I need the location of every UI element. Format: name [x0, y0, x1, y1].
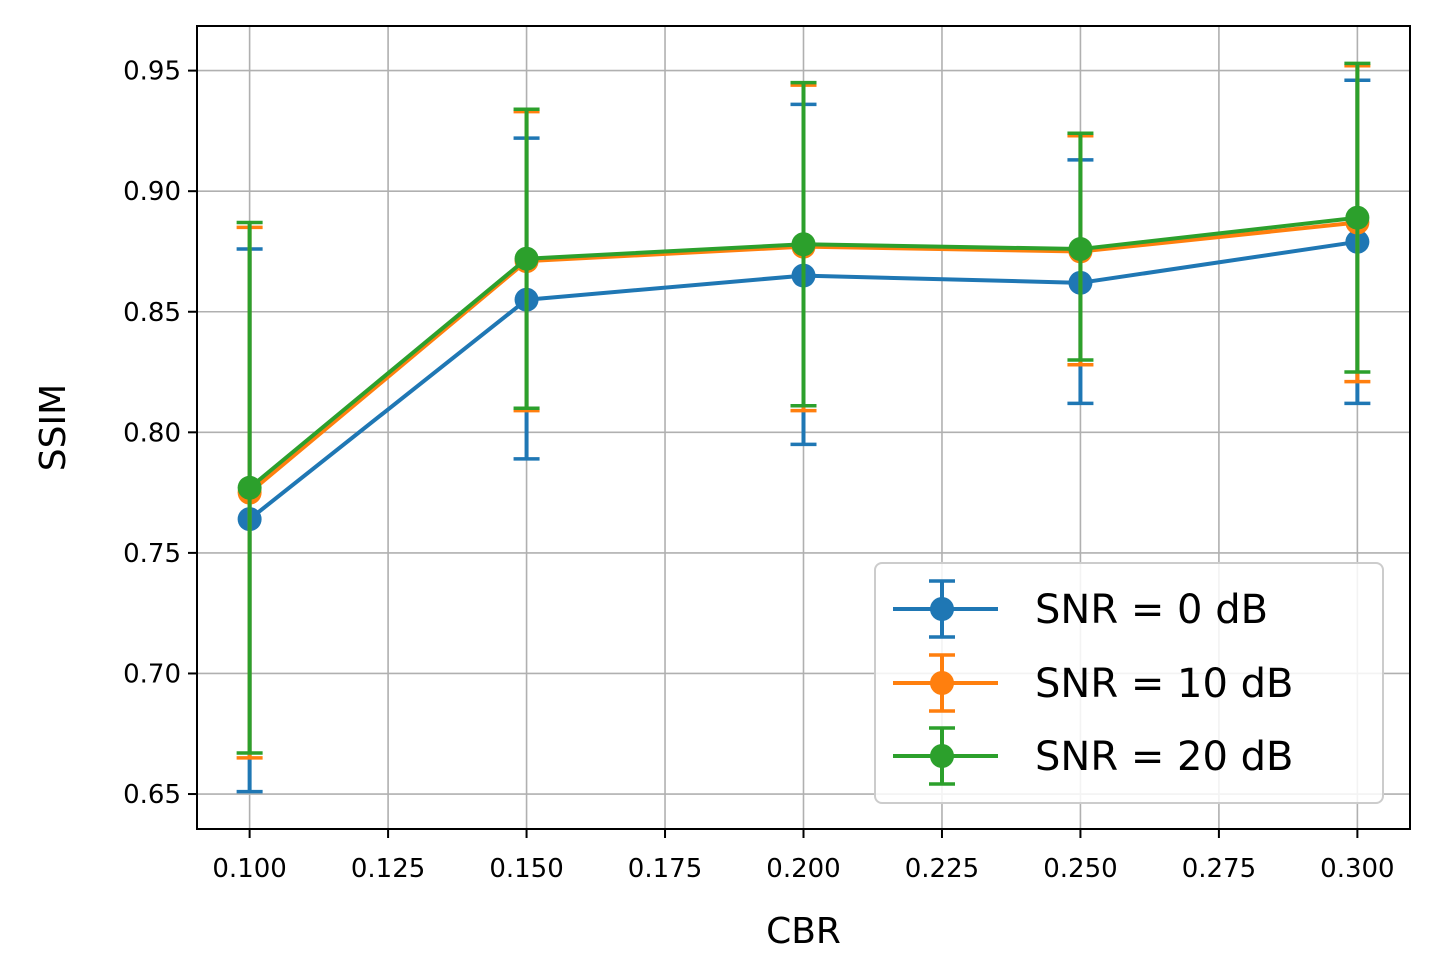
legend-label: SNR = 0 dB: [1035, 587, 1268, 633]
y-tick-label: 0.90: [123, 177, 181, 207]
data-point: [791, 232, 816, 257]
x-tick-label: 0.175: [628, 854, 702, 884]
x-axis-label: CBR: [766, 911, 841, 952]
data-point: [237, 475, 262, 500]
x-tick-label: 0.100: [212, 854, 286, 884]
axis-ticks: 0.100 0.125 0.150 0.175 0.200 0.225 0.250 0.275…: [123, 57, 1394, 884]
series-2: [236, 61, 1371, 755]
legend-box: [874, 562, 1384, 804]
x-tick-label: 0.225: [905, 854, 979, 884]
x-tick-label: 0.250: [1043, 854, 1117, 884]
data-point: [514, 246, 539, 271]
legend-entry-2: SNR = 20 dB: [893, 726, 1294, 786]
y-tick-label: 0.65: [123, 780, 181, 810]
x-tick-label: 0.200: [766, 854, 840, 884]
y-tick-label: 0.95: [123, 57, 181, 87]
legend-label: SNR = 10 dB: [1035, 661, 1294, 707]
legend-entry-0: SNR = 0 dB: [893, 579, 1268, 639]
x-tick-label: 0.275: [1182, 854, 1256, 884]
legend-marker: [930, 744, 954, 768]
x-tick-label: 0.300: [1320, 854, 1394, 884]
legend-marker: [930, 671, 954, 695]
y-tick-label: 0.85: [123, 298, 181, 328]
data-point: [1345, 205, 1370, 230]
y-tick-label: 0.80: [123, 418, 181, 448]
legend: SNR = 0 dB SNR = 10 dB SNR = 20 dB: [874, 562, 1384, 804]
y-tick-label: 0.70: [123, 659, 181, 689]
y-tick-label: 0.75: [123, 539, 181, 569]
x-tick-label: 0.150: [489, 854, 563, 884]
legend-entry-1: SNR = 10 dB: [893, 653, 1294, 713]
data-point: [1068, 237, 1093, 262]
legend-marker: [930, 597, 954, 621]
series-layer: [236, 61, 1371, 794]
y-axis-label: SSIM: [33, 384, 74, 471]
legend-label: SNR = 20 dB: [1035, 734, 1294, 780]
x-tick-label: 0.125: [351, 854, 425, 884]
